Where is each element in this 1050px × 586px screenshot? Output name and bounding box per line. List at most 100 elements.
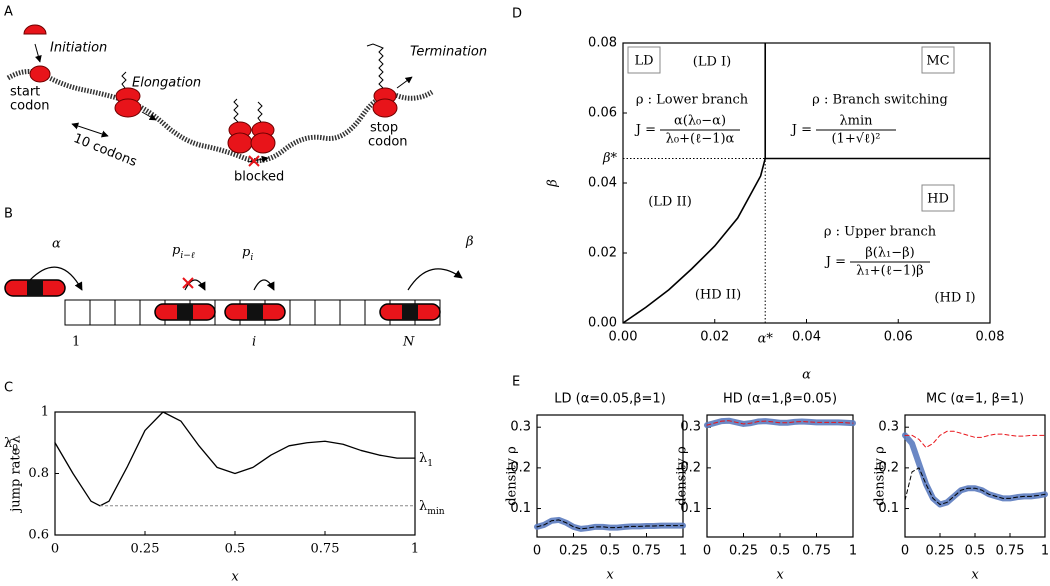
phase-box <box>921 184 955 212</box>
simulation-line <box>534 516 686 532</box>
block-cross <box>182 277 194 289</box>
phase-label: LD <box>634 54 653 69</box>
chain <box>121 71 127 89</box>
x-tick-label: 0 <box>901 544 909 559</box>
mrna <box>6 69 434 164</box>
arrow <box>396 76 413 89</box>
y-axis-label: density ρ <box>505 446 520 506</box>
annotation: codon <box>368 135 408 150</box>
y-axis-label: β <box>546 179 561 188</box>
current-numerator: α(λ₀−α) <box>674 114 726 129</box>
phase-box <box>921 46 955 74</box>
lattice-site <box>339 299 366 326</box>
rate-label: α <box>52 237 61 252</box>
annotation: start <box>10 85 40 100</box>
block-cross <box>248 155 260 167</box>
current-lhs: J = <box>824 255 846 270</box>
current-lhs: J = <box>634 123 656 138</box>
chain <box>366 43 384 89</box>
ribosome <box>227 132 253 154</box>
x-tick-label: 0.25 <box>559 544 588 559</box>
annotation: stop <box>370 121 398 136</box>
phase-label: MC <box>926 54 949 69</box>
annotation: Elongation <box>132 76 201 91</box>
x-tick-label: 0.08 <box>976 330 1005 345</box>
line <box>54 411 416 507</box>
x-tick-label: 0.5 <box>600 544 621 559</box>
y-tick-label: 0.3 <box>878 420 899 435</box>
x-tick-label: 0.5 <box>225 542 246 557</box>
y-tick-label: 0.3 <box>510 420 531 435</box>
arrow <box>29 266 83 291</box>
x-tick-label: 0.5 <box>770 544 791 559</box>
y-tick-label: 0.2 <box>878 460 899 475</box>
phase-box <box>627 46 661 74</box>
region-label: (LD I) <box>693 55 731 70</box>
chain <box>233 98 239 123</box>
model-line <box>706 420 854 426</box>
y-tick-label: 0.6 <box>28 528 49 543</box>
y-tick-label: β* <box>602 151 618 166</box>
current-denominator: λ₁+(ℓ−1)β <box>856 264 923 279</box>
y-tick-label: 0.08 <box>588 36 617 51</box>
current-denominator: (1+√ℓ)² <box>831 132 880 147</box>
nascent-chains <box>34 43 413 163</box>
x-tick-label: 0.02 <box>700 330 729 345</box>
y-tick-label: 0.04 <box>588 176 617 191</box>
ribosome <box>250 132 276 154</box>
lattice-site <box>89 299 116 326</box>
x-tick-label: 1 <box>679 544 687 559</box>
annotation-base: λ <box>4 435 12 450</box>
ribosome <box>114 98 142 118</box>
current-denominator: λ₀+(ℓ−1)α <box>666 132 735 147</box>
chart-title: MC (α=1, β=1) <box>926 392 1024 407</box>
arrow <box>407 268 463 291</box>
y-axis-label: density ρ <box>873 446 888 506</box>
x-tick-label: 0.06 <box>884 330 913 345</box>
annotation: Initiation <box>50 41 107 56</box>
rate-label: β <box>465 235 474 250</box>
ribosome <box>29 65 51 83</box>
x-tick-label: 0.75 <box>996 544 1025 559</box>
lattice-site <box>64 299 91 326</box>
y-tick-label: 0.06 <box>588 106 617 121</box>
x-tick-label: 1 <box>1041 544 1049 559</box>
lattice-site <box>289 299 316 326</box>
lattice-site <box>314 299 341 326</box>
x-tick-label: 0 <box>533 544 541 559</box>
annotation: Termination <box>410 45 487 60</box>
panel-label: A <box>4 5 13 20</box>
x-tick-label: 0.75 <box>802 544 831 559</box>
y-tick-label: 0.2 <box>510 460 531 475</box>
hop-arrows <box>29 266 463 291</box>
arrow <box>184 279 206 291</box>
y-tick-label: 0.00 <box>588 316 617 331</box>
current-lhs: J = <box>790 123 812 138</box>
site-label: 1 <box>72 335 80 350</box>
lattice-site <box>114 299 141 326</box>
plot-frame <box>706 414 854 538</box>
x-tick-label: 0.75 <box>311 542 340 557</box>
y-tick-label: 0.8 <box>28 466 49 481</box>
chain <box>257 101 263 123</box>
arrow <box>141 111 157 121</box>
annotation: codon <box>10 99 50 114</box>
annotation-base: λ <box>419 498 427 513</box>
rate-label: pi−ℓ <box>172 243 195 261</box>
region-label: (LD II) <box>648 195 692 210</box>
x-tick-label: 0 <box>51 542 59 557</box>
panel-label: B <box>4 207 13 222</box>
panel-label: E <box>512 375 520 390</box>
x-tick-label: 1 <box>411 542 419 557</box>
annotation: blocked <box>234 170 284 185</box>
x-axis-label: x <box>971 568 979 583</box>
particle-core <box>402 304 418 320</box>
panel-label: D <box>512 7 522 22</box>
y-tick-label: 0.3 <box>680 420 701 435</box>
density-label: ρ : Branch switching <box>812 93 948 108</box>
x-axis-label: x <box>776 568 784 583</box>
x-tick-label: 0.25 <box>131 542 160 557</box>
chart-title: LD (α=0.05,β=1) <box>554 392 666 407</box>
rate-label-sub: i−ℓ <box>180 251 195 261</box>
